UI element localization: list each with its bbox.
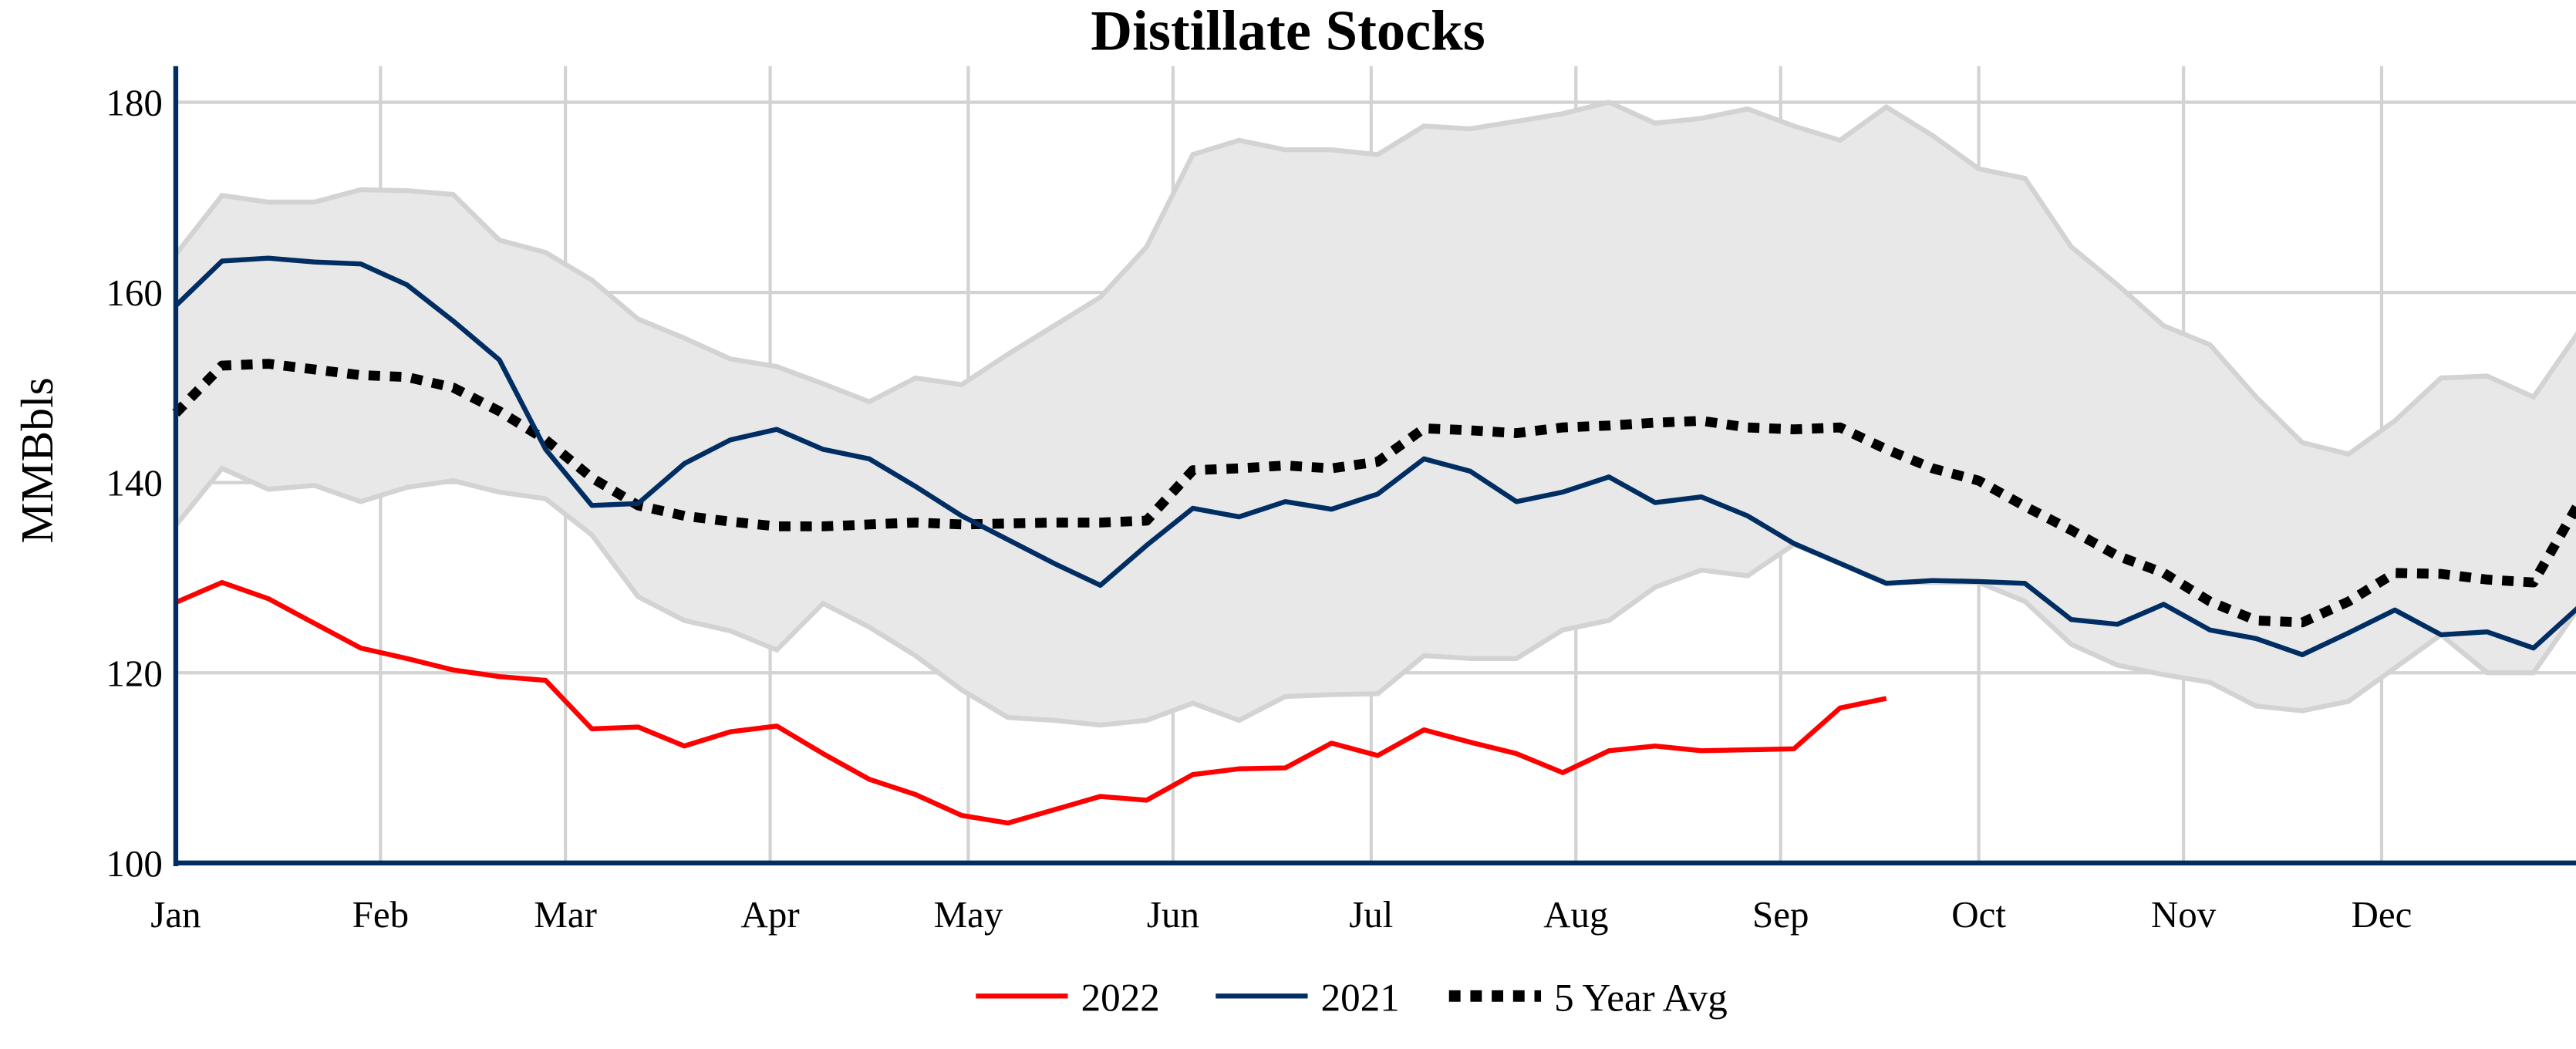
x-tick-label: Mar bbox=[534, 893, 597, 936]
x-tick-label: Nov bbox=[2151, 893, 2217, 936]
x-tick-label: Apr bbox=[740, 893, 799, 936]
x-tick-label: May bbox=[934, 893, 1003, 936]
series-lines bbox=[172, 255, 2576, 826]
x-tick-label: Sep bbox=[1752, 893, 1809, 936]
series-line-5-year-avg bbox=[172, 359, 2576, 628]
y-tick-label: 140 bbox=[106, 462, 162, 504]
y-tick-label: 120 bbox=[106, 652, 162, 694]
axes bbox=[173, 66, 2576, 867]
series-line-2021 bbox=[174, 255, 2576, 658]
y-tick-label: 100 bbox=[106, 842, 162, 885]
y-tick-label: 180 bbox=[106, 82, 162, 124]
five-year-range-band bbox=[174, 100, 2576, 728]
x-tick-label: Aug bbox=[1543, 893, 1608, 936]
band-lower-edge bbox=[174, 465, 2576, 728]
legend-label: 2021 bbox=[1321, 976, 1400, 1020]
x-tick-label: Jun bbox=[1147, 893, 1199, 936]
x-tick-label: Oct bbox=[1951, 893, 2006, 936]
x-tick-labels: Jan Feb Mar Apr May Jun Jul Aug Sep Oct Nov Dec bbox=[150, 893, 2412, 936]
y-axis-label: MMBbls bbox=[12, 377, 62, 543]
x-tick-label: Jan bbox=[150, 893, 201, 936]
x-tick-label: Jul bbox=[1349, 893, 1393, 936]
x-tick-label: Dec bbox=[2352, 893, 2412, 936]
x-tick-label: Feb bbox=[352, 893, 409, 936]
legend: 2022 2021 5 Year Avg bbox=[976, 976, 1728, 1020]
chart-title: Distillate Stocks bbox=[1091, 0, 1485, 62]
y-tick-label: 160 bbox=[106, 272, 162, 314]
band-area bbox=[175, 102, 2576, 726]
series-line-2022 bbox=[174, 579, 1887, 826]
y-tick-labels: 100 120 140 160 180 bbox=[106, 82, 162, 885]
legend-label: 5 Year Avg bbox=[1554, 976, 1728, 1020]
legend-label: 2022 bbox=[1081, 976, 1160, 1020]
band-upper-edge bbox=[174, 100, 2576, 457]
